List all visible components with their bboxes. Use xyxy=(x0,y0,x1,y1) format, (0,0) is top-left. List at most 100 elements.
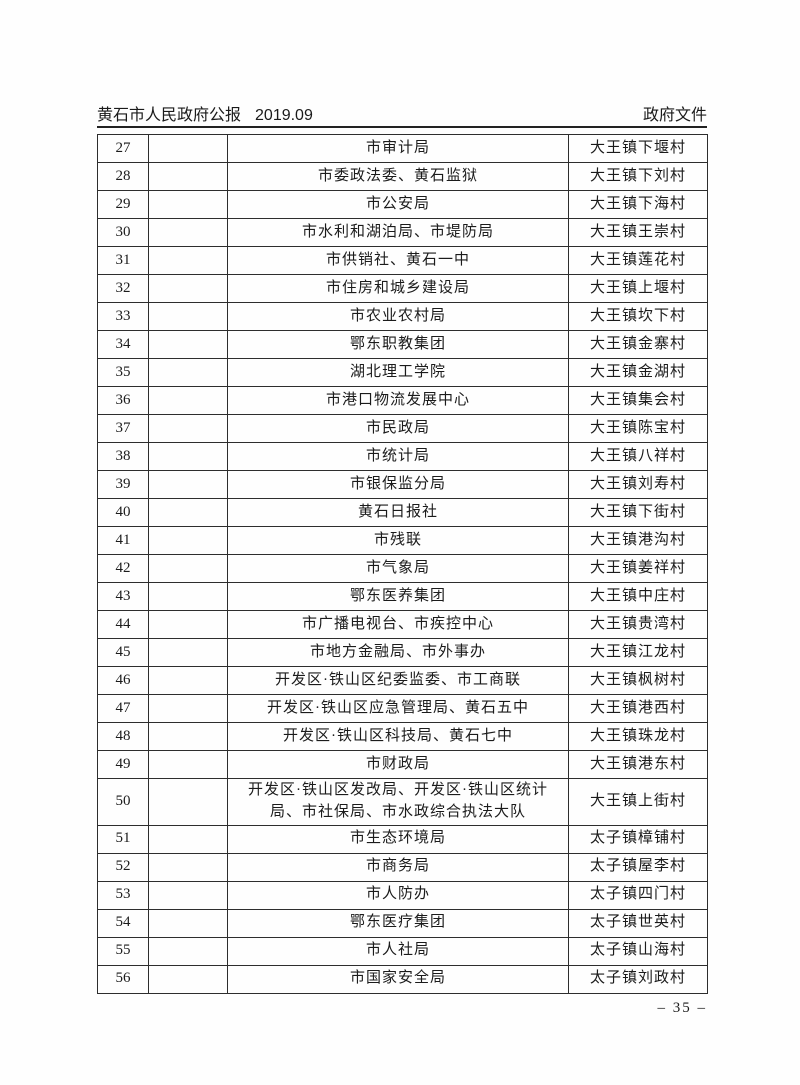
table-row: 33 市农业农村局 大王镇坎下村 xyxy=(97,302,708,331)
village-cell: 太子镇四门村 xyxy=(568,880,708,910)
village-cell: 大王镇港西村 xyxy=(568,694,708,723)
organization-cell: 市生态环境局 xyxy=(227,824,569,854)
row-number-cell: 43 xyxy=(97,582,149,611)
blank-cell xyxy=(148,442,228,471)
table-row: 47 开发区·铁山区应急管理局、黄石五中 大王镇港西村 xyxy=(97,694,708,723)
village-cell: 大王镇刘寿村 xyxy=(568,470,708,499)
blank-cell xyxy=(148,162,228,191)
organization-cell: 市地方金融局、市外事办 xyxy=(227,638,569,667)
village-cell: 大王镇陈宝村 xyxy=(568,414,708,443)
row-number-cell: 27 xyxy=(97,134,149,163)
table-row: 38 市统计局 大王镇八祥村 xyxy=(97,442,708,471)
organization-cell: 市人防办 xyxy=(227,880,569,910)
organization-cell: 市委政法委、黄石监狱 xyxy=(227,162,569,191)
village-cell: 大王镇王崇村 xyxy=(568,218,708,247)
village-cell: 大王镇下刘村 xyxy=(568,162,708,191)
section-label: 政府文件 xyxy=(642,107,707,124)
blank-cell xyxy=(148,936,228,966)
row-number-cell: 30 xyxy=(97,218,149,247)
organization-cell: 开发区·铁山区发改局、开发区·铁山区统计局、市社保局、市水政综合执法大队 xyxy=(227,778,569,826)
organization-cell: 市公安局 xyxy=(227,190,569,219)
table-row: 28 市委政法委、黄石监狱 大王镇下刘村 xyxy=(97,162,708,191)
table-row: 31 市供销社、黄石一中 大王镇莲花村 xyxy=(97,246,708,275)
table-row: 41 市残联 大王镇港沟村 xyxy=(97,526,708,555)
village-cell: 大王镇港东村 xyxy=(568,750,708,779)
organization-cell: 市统计局 xyxy=(227,442,569,471)
blank-cell xyxy=(148,824,228,854)
blank-cell xyxy=(148,470,228,499)
organization-cell: 市气象局 xyxy=(227,554,569,583)
organization-cell: 湖北理工学院 xyxy=(227,358,569,387)
blank-cell xyxy=(148,386,228,415)
row-number-cell: 55 xyxy=(97,936,149,966)
organization-cell: 开发区·铁山区纪委监委、市工商联 xyxy=(227,666,569,695)
row-number-cell: 38 xyxy=(97,442,149,471)
blank-cell xyxy=(148,638,228,667)
table-row: 56 市国家安全局 太子镇刘政村 xyxy=(97,964,708,994)
village-cell: 大王镇下堰村 xyxy=(568,134,708,163)
table-row: 48 开发区·铁山区科技局、黄石七中 大王镇珠龙村 xyxy=(97,722,708,751)
table-row: 53 市人防办 太子镇四门村 xyxy=(97,880,708,910)
village-cell: 大王镇八祥村 xyxy=(568,442,708,471)
table-row: 42 市气象局 大王镇姜祥村 xyxy=(97,554,708,583)
organization-cell: 黄石日报社 xyxy=(227,498,569,527)
table-row: 44 市广播电视台、市疾控中心 大王镇贵湾村 xyxy=(97,610,708,639)
organization-cell: 市民政局 xyxy=(227,414,569,443)
table-row: 27 市审计局 大王镇下堰村 xyxy=(97,134,708,163)
row-number-cell: 46 xyxy=(97,666,149,695)
gazette-title: 黄石市人民政府公报 xyxy=(97,107,242,124)
page-number: – 35 – xyxy=(657,1000,707,1016)
gazette-issue: 2019.09 xyxy=(255,107,313,124)
blank-cell xyxy=(148,274,228,303)
organization-cell: 鄂东职教集团 xyxy=(227,330,569,359)
row-number-cell: 34 xyxy=(97,330,149,359)
village-cell: 太子镇山海村 xyxy=(568,936,708,966)
village-cell: 大王镇集会村 xyxy=(568,386,708,415)
blank-cell xyxy=(148,302,228,331)
header-rule xyxy=(97,126,707,128)
table-row: 40 黄石日报社 大王镇下街村 xyxy=(97,498,708,527)
row-number-cell: 44 xyxy=(97,610,149,639)
blank-cell xyxy=(148,246,228,275)
village-cell: 大王镇姜祥村 xyxy=(568,554,708,583)
blank-cell xyxy=(148,880,228,910)
row-number-cell: 48 xyxy=(97,722,149,751)
organization-cell: 鄂东医疗集团 xyxy=(227,908,569,938)
organization-cell: 市广播电视台、市疾控中心 xyxy=(227,610,569,639)
blank-cell xyxy=(148,610,228,639)
table-row: 43 鄂东医养集团 大王镇中庄村 xyxy=(97,582,708,611)
blank-cell xyxy=(148,498,228,527)
table-row: 35 湖北理工学院 大王镇金湖村 xyxy=(97,358,708,387)
row-number-cell: 28 xyxy=(97,162,149,191)
row-number-cell: 47 xyxy=(97,694,149,723)
row-number-cell: 49 xyxy=(97,750,149,779)
blank-cell xyxy=(148,554,228,583)
row-number-cell: 32 xyxy=(97,274,149,303)
organization-cell: 市审计局 xyxy=(227,134,569,163)
village-cell: 大王镇下海村 xyxy=(568,190,708,219)
village-cell: 大王镇下街村 xyxy=(568,498,708,527)
blank-cell xyxy=(148,134,228,163)
table-row: 29 市公安局 大王镇下海村 xyxy=(97,190,708,219)
village-cell: 太子镇世英村 xyxy=(568,908,708,938)
organization-cell: 市残联 xyxy=(227,526,569,555)
row-number-cell: 37 xyxy=(97,414,149,443)
organization-cell: 市供销社、黄石一中 xyxy=(227,246,569,275)
row-number-cell: 41 xyxy=(97,526,149,555)
village-cell: 大王镇珠龙村 xyxy=(568,722,708,751)
row-number-cell: 31 xyxy=(97,246,149,275)
village-cell: 大王镇金寨村 xyxy=(568,330,708,359)
organization-cell: 市商务局 xyxy=(227,852,569,882)
village-cell: 大王镇莲花村 xyxy=(568,246,708,275)
table-row: 55 市人社局 太子镇山海村 xyxy=(97,936,708,966)
village-cell: 大王镇港沟村 xyxy=(568,526,708,555)
organization-cell: 开发区·铁山区应急管理局、黄石五中 xyxy=(227,694,569,723)
running-header: 黄石市人民政府公报 2019.09 政府文件 xyxy=(97,101,707,125)
blank-cell xyxy=(148,778,228,826)
village-cell: 大王镇中庄村 xyxy=(568,582,708,611)
organization-cell: 市银保监分局 xyxy=(227,470,569,499)
records-table-body: 27 市审计局 大王镇下堰村 28 市委政法委、黄石监狱 大王镇下刘村 29 市公安局 大王镇下… xyxy=(97,134,708,994)
blank-cell xyxy=(148,750,228,779)
village-cell: 大王镇江龙村 xyxy=(568,638,708,667)
blank-cell xyxy=(148,358,228,387)
